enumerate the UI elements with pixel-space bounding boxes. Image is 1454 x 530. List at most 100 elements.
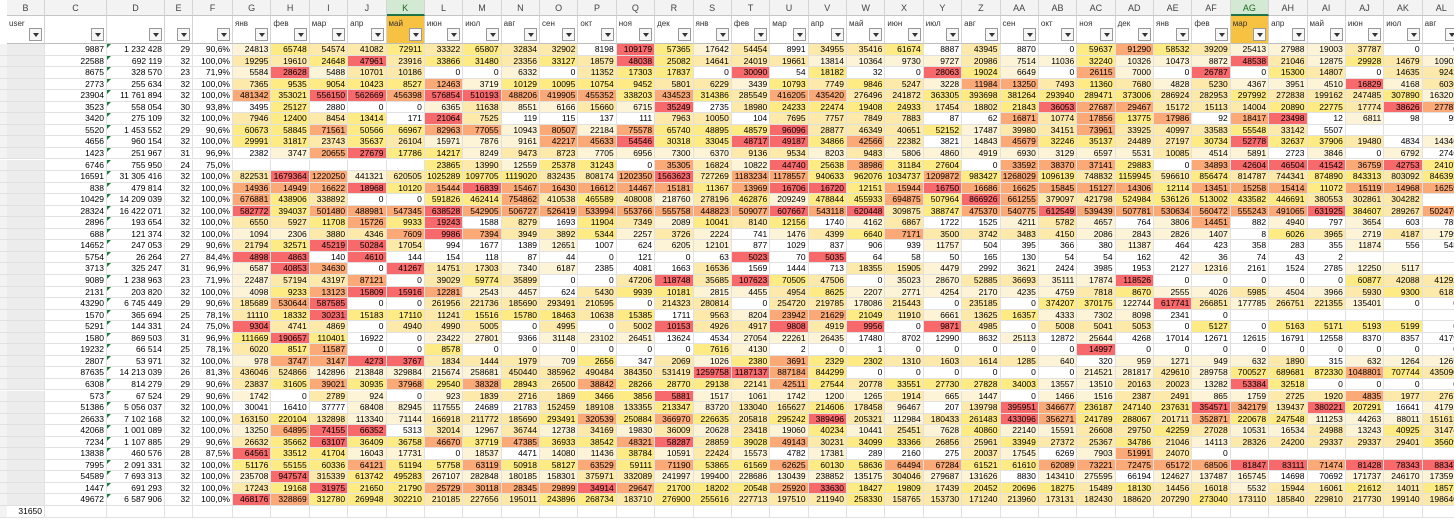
table-cell[interactable]: 4919 [808, 321, 847, 333]
table-cell[interactable]: 27787 [1422, 101, 1454, 114]
table-cell[interactable]: 29 [165, 436, 193, 449]
filter-dropdown-icon[interactable] [524, 28, 537, 41]
table-cell[interactable]: 10050 [693, 113, 732, 125]
table-cell[interactable]: 54589 [45, 471, 107, 483]
table-cell[interactable]: 32 [165, 171, 193, 183]
table-cell[interactable]: 36933 [540, 436, 579, 449]
table-cell[interactable]: 29928 [1345, 55, 1385, 68]
table-cell[interactable]: 14997 [1077, 344, 1116, 356]
table-cell[interactable]: 183710 [616, 494, 656, 506]
table-cell[interactable]: 506727 [501, 205, 540, 218]
table-cell[interactable]: 37787 [1345, 44, 1385, 56]
table-cell[interactable]: 5247 [885, 78, 924, 91]
table-cell[interactable]: 15845 [1038, 182, 1078, 195]
table-cell[interactable]: 90,6% [193, 390, 233, 403]
table-cell[interactable]: 2735 [693, 101, 732, 114]
table-cell[interactable]: 4130 [731, 344, 771, 356]
table-cell[interactable]: 304046 [885, 471, 924, 483]
table-cell[interactable]: 25113 [1000, 332, 1039, 345]
table-cell[interactable]: 2773 [45, 78, 107, 91]
table-cell[interactable]: 75,0% [193, 321, 233, 333]
table-cell[interactable]: 12559 [501, 159, 540, 172]
table-cell[interactable]: 8578 [424, 344, 464, 356]
table-cell[interactable]: 0 [348, 263, 387, 275]
table-cell[interactable]: 109179 [616, 44, 656, 56]
table-cell[interactable]: 707744 [1384, 367, 1423, 379]
table-cell[interactable]: 0 [923, 344, 963, 356]
table-cell[interactable]: 226635 [693, 413, 732, 426]
table-cell[interactable]: 5117 [1384, 263, 1423, 275]
filter-dropdown-icon[interactable] [1099, 28, 1113, 41]
table-cell[interactable]: 12558 [1307, 332, 1346, 345]
table-cell[interactable]: 33142 [1269, 124, 1308, 137]
table-cell[interactable]: 874890 [1307, 171, 1346, 183]
table-cell[interactable]: 0 [616, 159, 656, 172]
table-cell[interactable]: 869 503 [107, 332, 165, 345]
table-cell[interactable]: 2992 [962, 263, 1001, 275]
table-cell[interactable]: 0 [731, 298, 771, 310]
table-cell[interactable]: 507781 [1115, 205, 1154, 218]
table-cell[interactable]: 8140 [731, 217, 771, 229]
table-cell[interactable]: 247548 [1269, 413, 1308, 426]
table-cell[interactable]: 199400 [693, 471, 732, 483]
table-cell[interactable]: 410538 [540, 194, 579, 206]
row-header[interactable] [0, 448, 7, 460]
table-cell[interactable]: 24233 [770, 101, 809, 114]
table-cell[interactable]: 29540 [424, 378, 464, 391]
table-cell[interactable]: 36693 [1000, 275, 1039, 287]
table-cell[interactable]: 139437 [1269, 402, 1308, 414]
table-cell[interactable]: 111669 [233, 332, 272, 345]
table-cell[interactable]: 2815 [693, 286, 732, 299]
table-cell[interactable]: 8551 [501, 101, 540, 114]
table-cell[interactable]: 22141 [731, 378, 771, 391]
table-cell[interactable]: 19610 [271, 55, 310, 68]
table-cell[interactable]: 70 [770, 251, 809, 264]
table-cell[interactable] [1384, 309, 1423, 322]
table-cell[interactable]: 13625 [962, 309, 1001, 322]
table-cell[interactable]: 7300 [655, 147, 694, 160]
table-cell[interactable]: 3523 [45, 101, 107, 114]
table-cell[interactable]: 22588 [45, 55, 107, 68]
table-cell[interactable]: 39028 [731, 436, 771, 449]
table-cell[interactable]: 9535 [271, 78, 310, 91]
table-cell[interactable]: 31 305 416 [107, 171, 165, 183]
table-cell[interactable]: 3500 [923, 228, 963, 241]
table-cell[interactable]: 0 [1230, 67, 1270, 79]
table-cell[interactable]: 190657 [271, 332, 310, 345]
table-cell[interactable]: 21046 [1269, 55, 1308, 68]
table-cell[interactable]: 10186 [386, 67, 425, 79]
table-cell[interactable]: 34003 [1000, 378, 1039, 391]
table-cell[interactable]: 71144 [386, 413, 425, 426]
table-cell[interactable]: 435090 [1422, 367, 1454, 379]
filter-dropdown-icon[interactable] [332, 28, 346, 41]
table-cell[interactable]: 32571 [271, 240, 310, 252]
table-cell[interactable]: 10943 [501, 124, 540, 137]
table-cell[interactable]: 27679 [348, 147, 387, 160]
table-cell[interactable]: 220104 [271, 413, 310, 426]
table-cell[interactable]: 7628 [923, 425, 963, 437]
table-cell[interactable]: 20890 [1269, 101, 1308, 114]
table-cell[interactable]: 416205 [770, 90, 809, 102]
table-cell[interactable]: 23942 [770, 309, 809, 322]
column-header-ae[interactable]: AE [1154, 0, 1193, 16]
table-cell[interactable]: 744341 [1269, 171, 1308, 183]
table-cell[interactable]: 228686 [731, 471, 771, 483]
table-cell[interactable]: 7514 [1000, 55, 1039, 68]
table-cell[interactable]: 28670 [923, 275, 963, 287]
table-cell[interactable]: 1839 [463, 390, 502, 403]
table-cell[interactable]: 0 [1192, 275, 1231, 287]
table-cell[interactable]: 215443 [885, 298, 924, 310]
table-cell[interactable]: 22487 [233, 275, 272, 287]
table-cell[interactable]: 16625 [1000, 182, 1039, 195]
table-cell[interactable]: 31 [165, 263, 193, 275]
table-cell[interactable] [1422, 252, 1454, 264]
table-cell[interactable]: 15183 [348, 309, 387, 322]
table-cell[interactable]: 478844 [808, 194, 847, 206]
table-cell[interactable]: 1953 [1115, 263, 1154, 275]
table-cell[interactable]: 438906 [271, 194, 310, 206]
table-cell[interactable]: 983427 [962, 171, 1001, 183]
table-cell[interactable]: 118748 [655, 275, 694, 287]
table-cell[interactable]: 5313 [386, 425, 425, 437]
table-cell[interactable]: 17786 [386, 147, 425, 160]
table-cell[interactable]: 7757 [808, 113, 847, 125]
